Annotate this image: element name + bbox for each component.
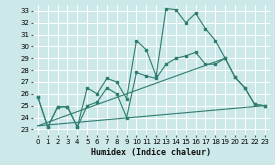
X-axis label: Humidex (Indice chaleur): Humidex (Indice chaleur): [91, 148, 211, 157]
